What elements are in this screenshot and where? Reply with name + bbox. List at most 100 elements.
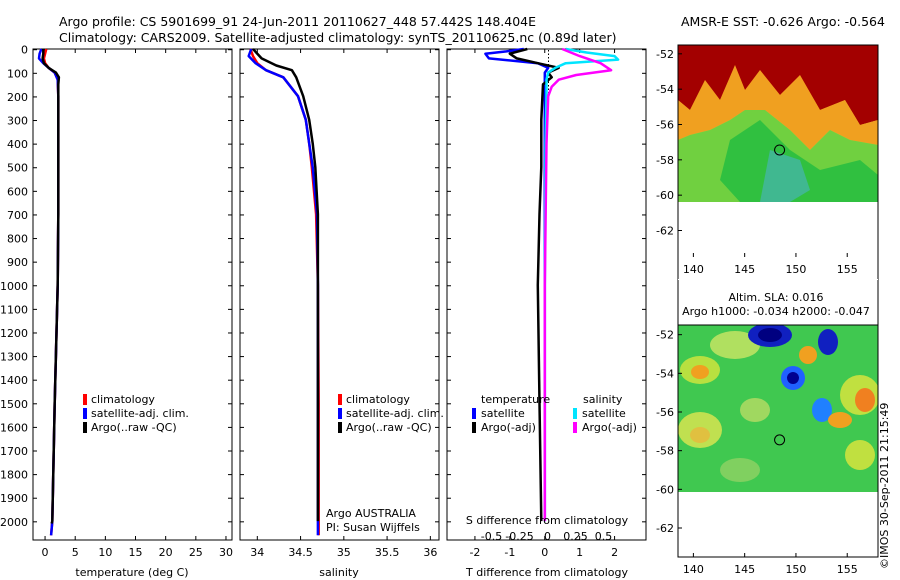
legend-swatch-t-satellite bbox=[472, 408, 476, 419]
depth-tick-label: 400 bbox=[7, 138, 28, 151]
lat-tick-label: -54 bbox=[656, 367, 674, 380]
sla-map-panel: Altim. SLA: 0.016 Argo h1000: -0.034 h20… bbox=[656, 279, 879, 576]
depth-tick-label: 1700 bbox=[0, 445, 28, 458]
s-diff-tick-label: 0.25 bbox=[563, 530, 588, 543]
depth-tick-label: 700 bbox=[7, 209, 28, 222]
depth-tick-label: 300 bbox=[7, 115, 28, 128]
x-tick-label: 0 bbox=[541, 546, 548, 559]
depth-tick-label: 1000 bbox=[0, 280, 28, 293]
argo-program-label: Argo AUSTRALIA bbox=[326, 507, 416, 520]
depth-tick-label: 1100 bbox=[0, 303, 28, 316]
lon-tick-label: 145 bbox=[734, 563, 755, 576]
temperature-panel: 0100200300400500600700800900100011001200… bbox=[0, 44, 646, 579]
lat-tick-label: -58 bbox=[656, 154, 674, 167]
s-diff-tick-label: 0 bbox=[544, 530, 551, 543]
sla-lat-tick-labels: -52 -54 -56 -58 -60 -62 bbox=[656, 329, 682, 535]
legend-swatch-climatology bbox=[83, 394, 87, 405]
x-tick-label: 20 bbox=[159, 546, 173, 559]
lat-tick-label: -56 bbox=[656, 406, 674, 419]
x-tick-label: 36 bbox=[423, 546, 437, 559]
s-difference-tick-labels: -0.5 -0.25 0 0.25 0.5 bbox=[481, 530, 612, 543]
argo-position-marker bbox=[774, 144, 786, 156]
lon-tick-label: 155 bbox=[837, 263, 858, 276]
lat-tick-label: -58 bbox=[656, 445, 674, 458]
imos-timestamp-watermark: ©IMOS 30-Sep-2011 21:15:49 bbox=[878, 403, 891, 569]
depth-tick-label: 1900 bbox=[0, 492, 28, 505]
s-diff-tick-label: 0.5 bbox=[595, 530, 613, 543]
difference-series bbox=[484, 47, 620, 522]
legend-swatch-satellite bbox=[338, 408, 342, 419]
legend-label-s-satellite: satellite bbox=[582, 407, 626, 420]
argo-position-marker bbox=[774, 434, 786, 446]
legend-label-climatology: climatology bbox=[346, 393, 410, 406]
series-line-argo-raw-qc- bbox=[252, 48, 320, 522]
legend-label-s-argo: Argo(-adj) bbox=[582, 421, 637, 434]
difference-axes-frame bbox=[446, 48, 647, 541]
series-line-t-argo-adj- bbox=[508, 47, 560, 522]
legend-swatch-argo bbox=[338, 422, 342, 433]
lon-tick-label: 150 bbox=[785, 563, 806, 576]
salinity-axes-frame bbox=[239, 48, 440, 541]
depth-tick-label: 900 bbox=[7, 256, 28, 269]
lat-tick-label: -52 bbox=[656, 329, 674, 342]
legend-label-argo: Argo(..raw -QC) bbox=[91, 421, 177, 434]
series-line-satellite-adj-clim- bbox=[247, 48, 320, 536]
depth-tick-label: 500 bbox=[7, 162, 28, 175]
series-line-s-argo-adj- bbox=[543, 47, 613, 522]
lat-tick-label: -60 bbox=[656, 189, 674, 202]
lat-tick-label: -60 bbox=[656, 483, 674, 496]
legend-swatch-climatology bbox=[338, 394, 342, 405]
legend-label-climatology: climatology bbox=[91, 393, 155, 406]
legend-label-t-satellite: satellite bbox=[481, 407, 525, 420]
depth-tick-label: 600 bbox=[7, 185, 28, 198]
x-tick-label: 1 bbox=[576, 546, 583, 559]
legend-swatch-argo bbox=[83, 422, 87, 433]
figure-title-line2: Climatology: CARS2009. Satellite-adjuste… bbox=[59, 30, 616, 45]
legend-title-temperature: temperature bbox=[481, 393, 550, 406]
x-tick-label: -2 bbox=[469, 546, 480, 559]
x-tick-label: 34.5 bbox=[288, 546, 313, 559]
depth-tick-label: 1500 bbox=[0, 398, 28, 411]
x-tick-label: 35.5 bbox=[375, 546, 400, 559]
x-tick-label: -1 bbox=[504, 546, 515, 559]
argo-pi-label: PI: Susan Wijffels bbox=[326, 521, 420, 534]
lon-tick-label: 140 bbox=[683, 263, 704, 276]
lat-tick-label: -62 bbox=[656, 522, 674, 535]
salinity-xlabel: salinity bbox=[319, 566, 359, 579]
x-tick-label: 5 bbox=[72, 546, 79, 559]
series-line-s-satellite bbox=[543, 47, 620, 522]
sla-map-subtitle: Argo h1000: -0.034 h2000: -0.047 bbox=[682, 305, 870, 318]
series-line-satellite-adj-clim- bbox=[37, 48, 60, 536]
depth-tick-label: 1600 bbox=[0, 421, 28, 434]
depth-tick-label: 1200 bbox=[0, 327, 28, 340]
legend-label-satellite: satellite-adj. clim. bbox=[346, 407, 444, 420]
temperature-series bbox=[37, 48, 61, 536]
x-tick-label: 34 bbox=[250, 546, 264, 559]
sst-lon-tick-labels: 140 145 150 155 bbox=[683, 253, 858, 276]
depth-tick-label: 1400 bbox=[0, 374, 28, 387]
temperature-legend: climatology satellite-adj. clim. Argo(..… bbox=[83, 393, 189, 434]
lat-tick-label: -54 bbox=[656, 83, 674, 96]
sst-lat-tick-labels: -52 -54 -56 -58 -60 -62 bbox=[656, 48, 682, 238]
legend-swatch-s-satellite bbox=[573, 408, 577, 419]
difference-legend: temperature satellite Argo(-adj) salinit… bbox=[472, 393, 637, 434]
x-tick-label: 0 bbox=[42, 546, 49, 559]
s-diff-tick-label: -0.25 bbox=[505, 530, 533, 543]
t-difference-xlabel: T difference from climatology bbox=[465, 566, 628, 579]
depth-tick-label: 200 bbox=[7, 91, 28, 104]
depth-tick-label: 100 bbox=[7, 67, 28, 80]
depth-tick-labels: 0 100 200 300 400 500 600 700 800 900 1000 1100 1200… bbox=[0, 44, 646, 529]
salinity-series bbox=[247, 48, 320, 536]
series-line-climatology bbox=[42, 48, 60, 536]
depth-tick-label: 1300 bbox=[0, 351, 28, 364]
legend-title-salinity: salinity bbox=[583, 393, 623, 406]
lon-tick-label: 155 bbox=[837, 563, 858, 576]
lat-tick-label: -62 bbox=[656, 225, 674, 238]
figure-title-line1: Argo profile: CS 5901699_91 24-Jun-2011 … bbox=[59, 14, 536, 29]
s-difference-xlabel: S difference from climatology bbox=[466, 514, 629, 527]
legend-swatch-t-argo bbox=[472, 422, 476, 433]
temperature-xlabel: temperature (deg C) bbox=[75, 566, 188, 579]
x-tick-label: 30 bbox=[219, 546, 233, 559]
lat-tick-label: -56 bbox=[656, 119, 674, 132]
